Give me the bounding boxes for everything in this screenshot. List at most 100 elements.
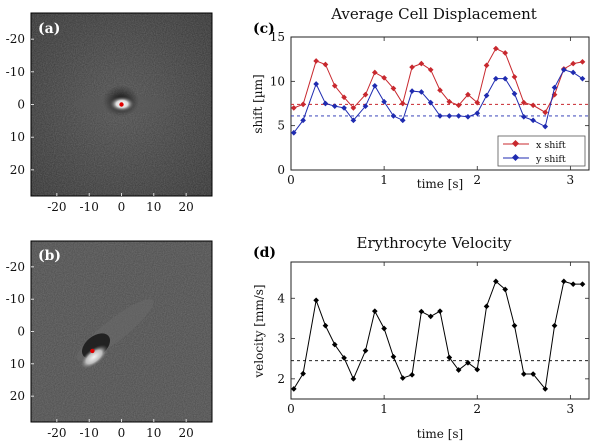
image-a-xtick-label: -20: [47, 200, 66, 214]
chart-c-series-y-shift-point: [483, 92, 490, 99]
chart-d: (d) Erythrocyte Velocity 0 1 2 3 2 3 4 time [s…: [252, 234, 590, 441]
chart-c-series-y-shift-point: [350, 117, 357, 124]
chart-c-series-y-shift-point: [520, 113, 527, 120]
image-b-center-marker: [90, 348, 95, 354]
image-a-ytick-label: 0: [17, 98, 25, 112]
chart-c-series-x-shift-point: [437, 87, 443, 94]
panel-label-c: (c): [253, 21, 275, 37]
chart-d-series-velocity-point: [371, 308, 378, 314]
chart-d-series-velocity-point: [390, 353, 397, 360]
chart-d-series-velocity-point: [446, 354, 453, 361]
image-a-xtick-label: -10: [80, 200, 99, 214]
chart-d-series-velocity-line: [293, 280, 583, 391]
image-b-ytick-label: 20: [10, 389, 25, 403]
image-a-xtick-label: 0: [118, 200, 126, 214]
chart-d-xlabel: time [s]: [417, 427, 463, 441]
chart-c-series-x-shift-point: [390, 85, 397, 92]
chart-c-ylabel: shift [µm]: [251, 74, 265, 133]
chart-c-series-y-shift-point: [418, 89, 425, 95]
image-b-xtick-label: -10: [80, 426, 99, 440]
chart-d-xtick-label: 3: [567, 402, 575, 416]
chart-c-series-x-shift-point: [381, 74, 387, 81]
chart-c-series-y-shift-point: [290, 129, 297, 136]
chart-c-series-x-shift-line: [293, 47, 583, 114]
chart-c-series-y-shift-point: [322, 100, 329, 107]
chart-c-xtick-label: 1: [380, 173, 388, 187]
chart-d-series-velocity-point: [474, 366, 481, 373]
chart-d-series-velocity-point: [551, 322, 558, 329]
image-a-ytick-label: 10: [10, 130, 25, 144]
chart-c-series-y-shift-point: [390, 113, 397, 119]
chart-d-axes-frame: [290, 261, 590, 400]
chart-d-ylabel: velocity [mm/s]: [252, 284, 266, 378]
chart-c-xtick-label: 2: [473, 173, 481, 187]
image-panel-a: (a) -20 -10 0 10 20 -20 -10 0 10 20: [6, 12, 213, 214]
chart-c-series-x-shift-point: [418, 60, 425, 67]
chart-c-xtick-label: 3: [567, 173, 575, 187]
chart-d-series-velocity-point: [322, 322, 329, 329]
chart-d-title: Erythrocyte Velocity: [357, 234, 512, 252]
chart-c-series-y-shift-point: [427, 99, 434, 106]
chart-c-series-x-shift-point: [331, 82, 338, 89]
image-a-xtick-label: 10: [146, 200, 161, 214]
chart-d-series-velocity-point: [362, 347, 369, 354]
chart-d-series-velocity-point: [290, 386, 297, 392]
chart-d-ytick-label: 4: [277, 291, 285, 305]
chart-d-series-velocity-point: [381, 325, 387, 332]
chart-c-series-y-shift-point: [530, 117, 536, 124]
chart-c-series-y-shift-point: [446, 113, 453, 119]
image-b-xtick-label: 0: [118, 426, 126, 440]
chart-c-series-x-shift-point: [455, 102, 462, 109]
chart-d-series-velocity-point: [437, 308, 443, 314]
image-b-ytick-label: -10: [6, 292, 25, 306]
image-a-center-marker: [119, 102, 124, 107]
image-a-ytick-label: 20: [10, 163, 25, 177]
chart-c-series-x-shift-point: [446, 98, 453, 105]
chart-c-series-x-shift-point: [290, 105, 297, 111]
chart-d-ytick-label: 2: [277, 372, 285, 386]
chart-c-series-y-shift-point: [465, 113, 471, 120]
chart-c-series-x-shift-point: [341, 94, 347, 101]
legend-y-shift-marker: [511, 153, 520, 162]
chart-c-series-y-shift-point: [570, 69, 576, 76]
chart-c-series-x-shift-point: [579, 58, 586, 65]
image-a-ytick-label: -20: [6, 32, 25, 46]
chart-d-series-velocity-point: [542, 386, 549, 392]
image-a-ytick-label: -10: [6, 65, 25, 79]
chart-d-series-velocity-point: [511, 322, 518, 329]
chart-d-xtick-label: 2: [473, 402, 481, 416]
chart-d-series-velocity-point: [561, 278, 567, 285]
chart-c-ytick-label: 0: [277, 163, 285, 177]
chart-c-series-x-shift-point: [570, 60, 576, 67]
image-b-xtick-label: 10: [146, 426, 161, 440]
chart-c-series-y-shift-point: [502, 75, 509, 82]
chart-c-xlabel: time [s]: [417, 177, 463, 191]
chart-c-series-x-shift-point: [542, 109, 549, 116]
image-b-ytick-label: 0: [17, 325, 25, 339]
chart-c-series-y-shift-point: [362, 103, 369, 109]
chart-d-ytick-label: 3: [277, 332, 285, 346]
chart-d-series-velocity-point: [455, 367, 462, 373]
chart-c-ytick-label: 10: [270, 74, 285, 88]
panel-label-b: (b): [38, 248, 61, 264]
chart-c-series-x-shift-point: [427, 66, 434, 73]
chart-c-series-x-shift-point: [300, 101, 306, 108]
chart-d-series-velocity-point: [493, 278, 499, 285]
chart-d-xtick-label: 0: [287, 402, 295, 416]
chart-c-series-y-shift-point: [381, 98, 387, 105]
image-b-ytick-label: -20: [6, 260, 25, 274]
chart-c-series-x-shift-point: [322, 61, 329, 68]
chart-d-series-velocity-point: [341, 355, 347, 361]
chart-c-series-y-shift-point: [579, 75, 586, 82]
chart-c-series-y-shift-point: [341, 105, 347, 111]
chart-c-series-y-shift-point: [542, 123, 549, 130]
chart-c-series-y-shift-point: [474, 110, 481, 117]
chart-d-series-velocity-point: [465, 359, 471, 366]
chart-c-series-y-shift-point: [409, 88, 415, 94]
chart-c-series-x-shift-point: [409, 64, 415, 70]
chart-c-ytick-label: 15: [270, 30, 285, 44]
chart-d-series-velocity-point: [427, 313, 434, 320]
chart-d-series-velocity-point: [313, 297, 319, 304]
chart-c-series-x-shift-point: [502, 50, 509, 56]
